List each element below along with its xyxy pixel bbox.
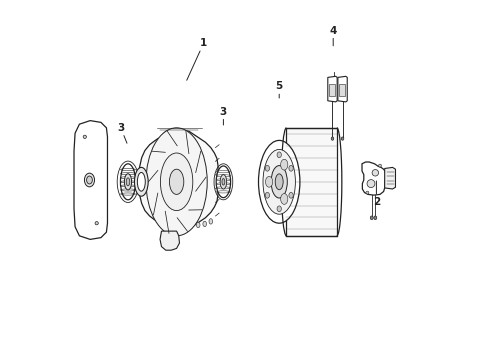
Text: 2: 2 [373,181,380,207]
Ellipse shape [263,149,295,214]
Ellipse shape [372,170,379,176]
Ellipse shape [216,166,231,198]
Ellipse shape [265,192,270,198]
Ellipse shape [259,140,300,223]
Text: 3: 3 [220,107,227,125]
Ellipse shape [331,137,334,140]
Ellipse shape [374,216,377,220]
Ellipse shape [134,167,148,196]
Ellipse shape [379,164,381,167]
Ellipse shape [203,221,206,227]
Polygon shape [385,167,395,189]
Ellipse shape [83,135,86,139]
Ellipse shape [126,178,130,186]
Polygon shape [338,76,347,102]
Ellipse shape [84,173,95,187]
Bar [286,128,337,236]
Bar [329,84,335,96]
Ellipse shape [222,179,225,185]
Ellipse shape [277,152,281,158]
Text: 5: 5 [275,81,283,98]
Polygon shape [328,76,337,102]
Ellipse shape [121,164,136,200]
Ellipse shape [124,174,132,190]
Ellipse shape [266,176,273,187]
Ellipse shape [342,137,344,140]
Ellipse shape [146,128,207,236]
Ellipse shape [137,172,145,191]
Ellipse shape [87,176,92,184]
Text: 3: 3 [117,123,127,143]
Ellipse shape [160,153,193,211]
Ellipse shape [367,180,375,188]
Polygon shape [160,231,179,250]
Bar [339,84,345,96]
Ellipse shape [281,194,288,204]
Polygon shape [74,121,107,239]
Polygon shape [362,162,386,195]
Ellipse shape [265,166,270,171]
Ellipse shape [271,166,287,198]
Ellipse shape [196,222,200,228]
Ellipse shape [289,166,293,171]
Polygon shape [139,129,218,232]
Ellipse shape [366,191,369,194]
Ellipse shape [220,175,227,189]
Ellipse shape [275,174,283,190]
Ellipse shape [370,216,373,220]
Text: 1: 1 [187,38,207,80]
Ellipse shape [289,192,293,198]
Text: 4: 4 [329,26,337,46]
Ellipse shape [95,221,98,225]
Ellipse shape [281,159,288,170]
Ellipse shape [170,169,184,194]
Ellipse shape [209,219,213,224]
Ellipse shape [277,206,281,212]
